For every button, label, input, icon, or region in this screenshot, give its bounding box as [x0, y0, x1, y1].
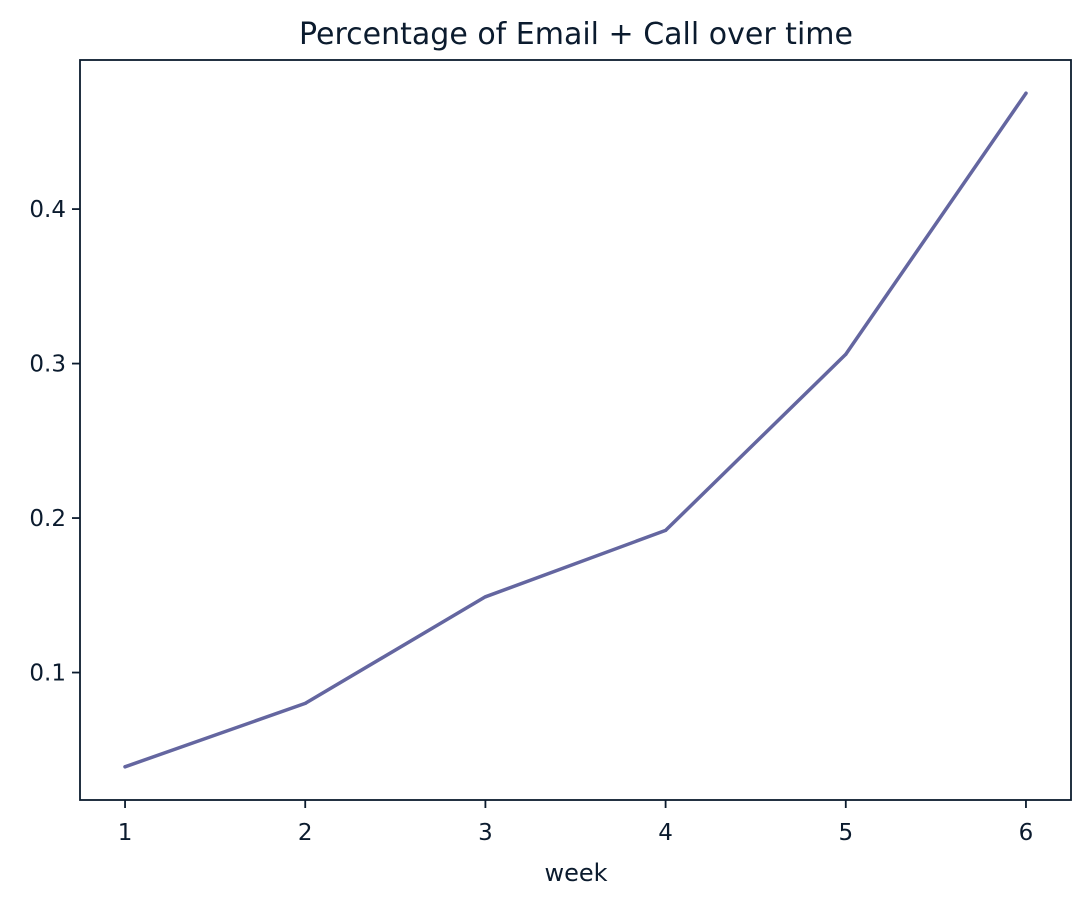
x-tick-label: 6 [1019, 820, 1034, 846]
plot-area: 1 2 3 4 5 6 0.1 0.2 0.3 0.4 [29, 59, 1072, 846]
data-point [844, 352, 848, 356]
data-point [303, 701, 307, 706]
x-tick-label: 1 [118, 820, 133, 846]
data-point [663, 528, 668, 533]
x-tick-label: 4 [658, 820, 673, 846]
x-axis-label: week [544, 859, 607, 887]
series-line [123, 91, 1028, 769]
data-point [123, 765, 127, 769]
data-point [1024, 91, 1028, 95]
y-tick-label: 0.2 [29, 506, 66, 532]
y-tick-label: 0.1 [29, 661, 66, 687]
data-point [483, 595, 488, 599]
x-tick-label: 2 [298, 820, 313, 846]
plot-frame [79, 59, 1072, 801]
y-axis-ticks: 0.1 0.2 0.3 0.4 [29, 197, 80, 687]
series-group [123, 91, 1028, 769]
y-tick-label: 0.4 [29, 197, 66, 223]
y-tick-label: 0.3 [29, 352, 66, 378]
x-tick-label: 5 [838, 820, 853, 846]
chart-title: Percentage of Email + Call over time [299, 17, 853, 52]
x-axis-ticks: 1 2 3 4 5 6 [118, 800, 1034, 846]
x-tick-label: 3 [478, 820, 493, 846]
